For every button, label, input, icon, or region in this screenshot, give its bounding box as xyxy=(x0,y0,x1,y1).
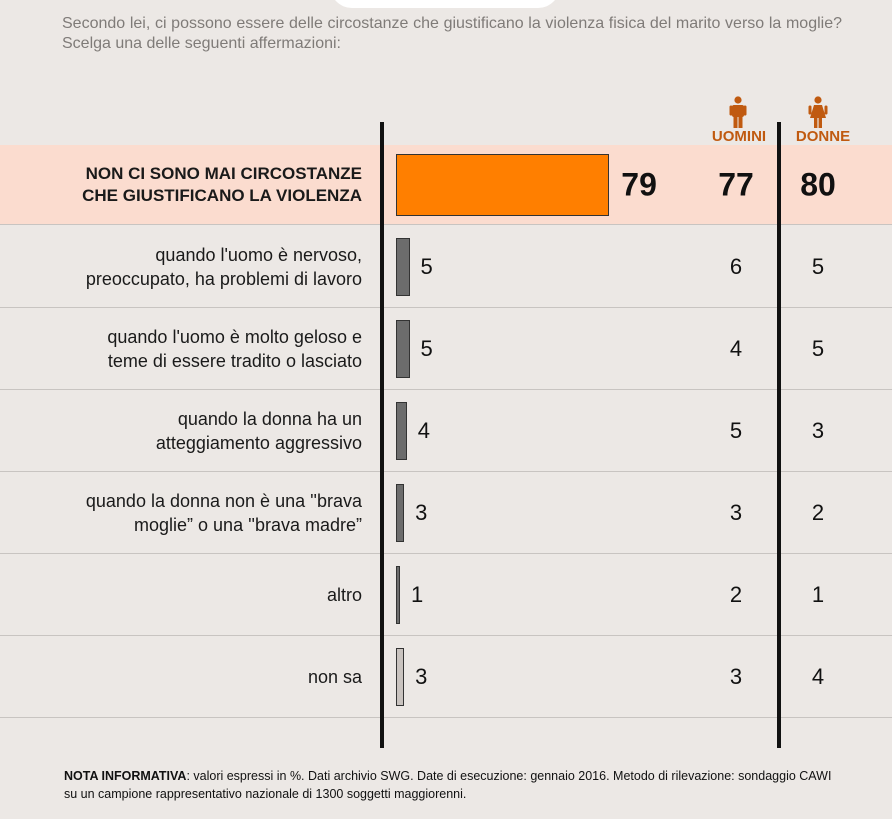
row-label: non sa xyxy=(2,636,362,717)
men-value: 6 xyxy=(729,253,743,279)
row-label: quando la donna ha un atteggiamento aggre… xyxy=(2,390,362,471)
row-label-line: moglie” o una ''brava madre” xyxy=(134,514,362,535)
data-row: quando la donna non è una ''brava moglie”… xyxy=(0,472,892,554)
data-row: altro 1 2 1 xyxy=(0,554,892,636)
row-label-line: atteggiamento aggressivo xyxy=(155,432,362,453)
row-label-line: preoccupato, ha problemi di lavoro xyxy=(85,268,362,289)
bar-value-label: 5 xyxy=(420,253,433,279)
bar-value-label: 5 xyxy=(420,335,433,361)
data-row: quando l'uomo è molto geloso e teme di es… xyxy=(0,308,892,390)
women-value: 5 xyxy=(811,335,825,361)
methodology-note: NOTA INFORMATIVA: valori espressi in %. … xyxy=(64,767,834,803)
men-value: 77 xyxy=(718,166,754,202)
data-row: quando la donna ha un atteggiamento aggre… xyxy=(0,390,892,472)
row-label-line: teme di essere tradito o lasciato xyxy=(107,350,362,371)
row-label-line: non sa xyxy=(307,666,362,687)
men-value: 5 xyxy=(729,417,743,443)
bar xyxy=(396,153,610,216)
men-value: 3 xyxy=(729,663,743,689)
bar xyxy=(396,401,407,460)
note-title: NOTA INFORMATIVA xyxy=(64,769,187,783)
bar xyxy=(396,565,400,624)
women-value: 3 xyxy=(811,417,825,443)
bar-value-label: 1 xyxy=(411,581,424,607)
row-label-line: quando l'uomo è nervoso, xyxy=(155,244,362,265)
axis-line xyxy=(380,122,384,748)
note-text: : valori espressi in %. Dati archivio SW… xyxy=(64,769,832,801)
survey-question: Secondo lei, ci possono essere delle cir… xyxy=(62,15,842,52)
men-value: 2 xyxy=(729,581,743,607)
bar xyxy=(396,237,410,296)
row-label: NON CI SONO MAI CIRCOSTANZE CHE GIUSTIFIC… xyxy=(2,145,362,224)
column-header-women: DONNE xyxy=(795,128,851,145)
column-divider-line xyxy=(777,122,781,748)
data-row: quando l'uomo è nervoso, preoccupato, ha … xyxy=(0,226,892,308)
bar-value-label: 3 xyxy=(415,499,428,525)
highlight-row: NON CI SONO MAI CIRCOSTANZE CHE GIUSTIFIC… xyxy=(0,145,892,225)
row-label-line: NON CI SONO MAI CIRCOSTANZE xyxy=(85,163,362,183)
data-row: non sa 3 3 4 xyxy=(0,636,892,718)
bar-value-label: 3 xyxy=(415,663,428,689)
row-label-line: altro xyxy=(326,584,362,605)
women-value: 5 xyxy=(811,253,825,279)
row-label: quando l'uomo è molto geloso e teme di es… xyxy=(2,308,362,389)
row-label-line: quando la donna ha un xyxy=(177,408,362,429)
bar xyxy=(396,483,405,542)
bar xyxy=(396,319,410,378)
row-label-line: CHE GIUSTIFICANO LA VIOLENZA xyxy=(82,185,362,205)
bar-value-label: 4 xyxy=(417,417,431,443)
women-value: 1 xyxy=(811,581,825,607)
top-tab-decoration xyxy=(330,0,560,8)
row-label-line: quando l'uomo è molto geloso e xyxy=(107,326,362,347)
men-value: 3 xyxy=(729,499,743,525)
men-value: 4 xyxy=(729,335,743,361)
column-header-men: UOMINI xyxy=(711,128,767,145)
women-value: 4 xyxy=(811,663,825,689)
women-value: 2 xyxy=(811,499,825,525)
woman-icon xyxy=(808,96,828,128)
bar xyxy=(396,647,405,706)
bar-value-label: 79 xyxy=(621,166,657,202)
row-label: quando l'uomo è nervoso, preoccupato, ha … xyxy=(2,226,362,307)
row-label-line: quando la donna non è una ''brava xyxy=(85,490,362,511)
man-icon xyxy=(729,96,747,128)
women-value: 80 xyxy=(800,166,836,202)
row-label: altro xyxy=(2,554,362,635)
row-label: quando la donna non è una ''brava moglie”… xyxy=(2,472,362,553)
